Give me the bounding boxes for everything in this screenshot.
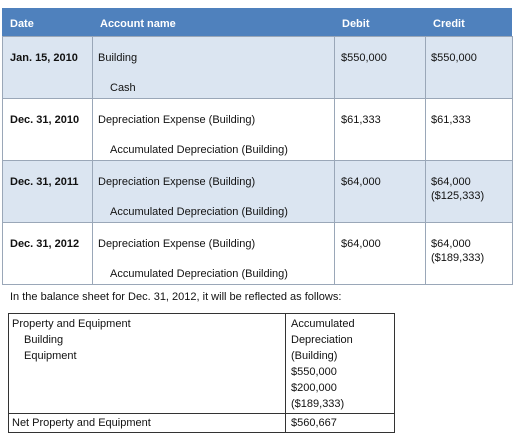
entry-date: Dec. 31, 2010 [10,114,80,126]
bs-total-right [285,413,395,433]
entry-date: Jan. 15, 2010 [10,52,78,64]
table-cell [92,36,335,99]
bs-total-label: Net Property and Equipment [12,417,151,429]
bs-right-line: $550,000 [291,366,337,378]
bs-right-line: $200,000 [291,382,337,394]
entry-date: Dec. 31, 2012 [10,238,80,250]
table-cell [2,160,93,223]
table-cell [334,36,426,99]
table-cell [334,222,426,285]
credit-account: Accumulated Depreciation (Building) [110,268,288,280]
credit-account: Accumulated Depreciation (Building) [110,144,288,156]
table-cell [2,222,93,285]
debit-amount: $64,000 [341,176,381,188]
header-cell: Date [10,18,34,30]
debit-amount: $64,000 [341,238,381,250]
credit-account: Accumulated Depreciation (Building) [110,206,288,218]
debit-amount: $61,333 [341,114,381,126]
bs-right-line: (Building) [291,350,338,362]
debit-account: Depreciation Expense (Building) [98,114,256,126]
entry-date: Dec. 31, 2011 [10,176,79,188]
bs-right-line: Depreciation [291,334,353,346]
credit-amount: $61,333 [431,114,471,126]
table-cell [334,98,426,161]
bs-left-line: Building [24,334,64,346]
bs-left-line: Equipment [24,350,77,362]
credit-amount: $64,000 [431,238,471,250]
table-cell [425,36,513,99]
debit-account: Building [98,52,138,64]
credit-amount: $64,000 [431,176,471,188]
credit-amount: ($189,333) [431,252,485,264]
table-cell [334,160,426,223]
header-cell: Debit [342,18,370,30]
header-cell: Credit [433,18,465,30]
bs-total-value: $560,667 [291,417,337,429]
table-cell [425,222,513,285]
table-cell [2,98,93,161]
table-cell [425,98,513,161]
credit-amount: $550,000 [431,52,477,64]
credit-account: Cash [110,82,136,94]
header-bar [2,8,512,36]
header-cell: Account name [100,18,176,30]
bs-right-line: ($189,333) [291,398,345,410]
debit-account: Depreciation Expense (Building) [98,238,256,250]
note: In the balance sheet for Dec. 31, 2012, … [10,291,342,303]
table-cell [2,36,93,99]
table-cell [425,160,513,223]
debit-account: Depreciation Expense (Building) [98,176,256,188]
bs-right-line: Accumulated [291,318,355,330]
debit-amount: $550,000 [341,52,387,64]
credit-amount: ($125,333) [431,190,485,202]
bs-left-line: Property and Equipment [12,318,131,330]
